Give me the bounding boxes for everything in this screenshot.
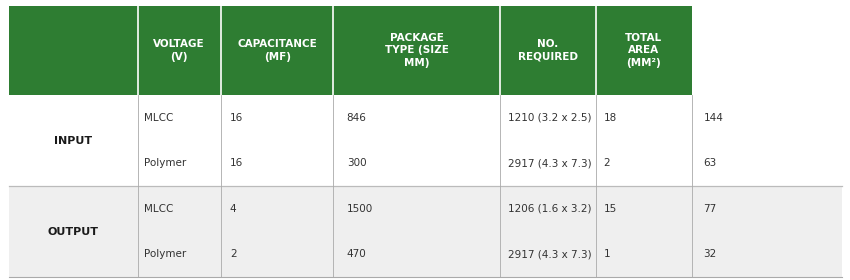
- Bar: [8, 95, 842, 141]
- Bar: [8, 6, 138, 95]
- Bar: [8, 186, 842, 232]
- Text: 1206 (1.6 x 3.2): 1206 (1.6 x 3.2): [507, 204, 591, 214]
- Text: 1: 1: [604, 249, 610, 260]
- Bar: [8, 141, 842, 186]
- Text: 144: 144: [704, 113, 723, 123]
- Bar: [596, 6, 692, 95]
- Text: 4: 4: [230, 204, 236, 214]
- Text: OUTPUT: OUTPUT: [48, 227, 99, 237]
- Text: 300: 300: [347, 158, 366, 169]
- Text: 2: 2: [230, 249, 236, 260]
- Text: MLCC: MLCC: [144, 204, 173, 214]
- Bar: [138, 6, 221, 95]
- Text: VOLTAGE
(V): VOLTAGE (V): [154, 39, 205, 62]
- Text: 470: 470: [347, 249, 366, 260]
- Text: 1500: 1500: [347, 204, 373, 214]
- Text: NO.
REQUIRED: NO. REQUIRED: [518, 39, 578, 62]
- Text: 32: 32: [704, 249, 717, 260]
- Text: 18: 18: [604, 113, 617, 123]
- Text: PACKAGE
TYPE (SIZE
MM): PACKAGE TYPE (SIZE MM): [385, 33, 449, 68]
- Text: 16: 16: [230, 113, 243, 123]
- Text: 1210 (3.2 x 2.5): 1210 (3.2 x 2.5): [507, 113, 591, 123]
- Text: INPUT: INPUT: [54, 136, 92, 146]
- Bar: [8, 232, 842, 277]
- Text: 2: 2: [604, 158, 610, 169]
- Text: 77: 77: [704, 204, 717, 214]
- Text: 846: 846: [347, 113, 366, 123]
- Text: 2917 (4.3 x 7.3): 2917 (4.3 x 7.3): [507, 249, 592, 260]
- Text: MLCC: MLCC: [144, 113, 173, 123]
- Text: 63: 63: [704, 158, 717, 169]
- Text: 15: 15: [604, 204, 617, 214]
- Text: Polymer: Polymer: [144, 249, 186, 260]
- Text: 16: 16: [230, 158, 243, 169]
- Text: CAPACITANCE
(MF): CAPACITANCE (MF): [237, 39, 317, 62]
- Text: Polymer: Polymer: [144, 158, 186, 169]
- Bar: [333, 6, 500, 95]
- Text: 2917 (4.3 x 7.3): 2917 (4.3 x 7.3): [507, 158, 592, 169]
- Bar: [500, 6, 596, 95]
- Bar: [221, 6, 333, 95]
- Text: TOTAL
AREA
(MM²): TOTAL AREA (MM²): [625, 33, 662, 68]
